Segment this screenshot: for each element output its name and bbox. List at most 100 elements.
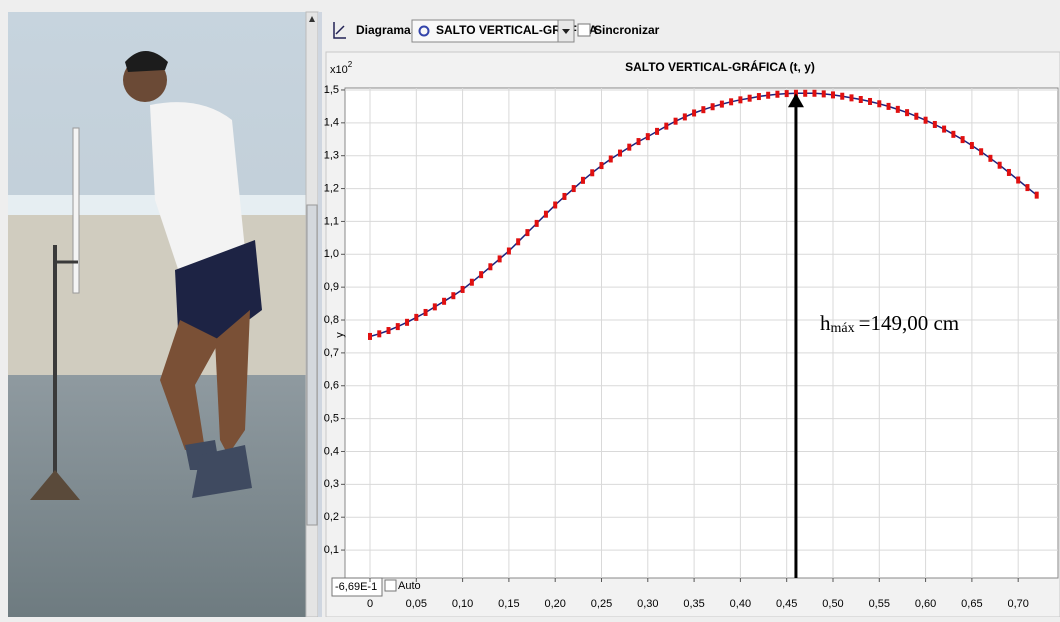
y-tick-label: 0,5	[324, 413, 339, 425]
data-point	[590, 169, 595, 177]
x-tick-label: 0,15	[498, 598, 519, 610]
data-point	[923, 116, 928, 124]
y-axis-label: y	[334, 332, 346, 338]
data-point	[608, 155, 613, 163]
data-point	[627, 143, 632, 151]
sync-checkbox[interactable]	[577, 23, 591, 37]
y-tick-label: 0,9	[324, 281, 339, 293]
data-point	[858, 96, 863, 104]
data-point	[840, 92, 845, 100]
data-point	[710, 103, 715, 111]
data-point	[451, 292, 456, 300]
track-icon	[418, 25, 430, 37]
data-point	[682, 113, 687, 121]
multiplier-exponent: 2	[348, 60, 353, 69]
y-tick-label: 1,2	[324, 182, 339, 194]
data-point	[562, 192, 567, 200]
data-point	[830, 91, 835, 99]
data-point	[849, 94, 854, 102]
data-point	[692, 109, 697, 117]
data-point	[395, 323, 400, 331]
x-tick-label: 0,40	[730, 598, 751, 610]
data-point	[784, 90, 789, 98]
chart-title: SALTO VERTICAL-GRÁFICA (t, y)	[625, 59, 815, 74]
plot: 0,1 0,2 0,3 0,4 0,5 0,6 0,7 0,8 0,9 1,0 1,1 1,2 1,3 1…	[324, 84, 1058, 610]
data-point	[1034, 191, 1039, 199]
x-tick-label: 0,20	[544, 598, 565, 610]
track-name: SALTO VERTICAL-GRÁFICA	[436, 22, 598, 37]
x-tick-label: 0,50	[822, 598, 843, 610]
auto-checkbox[interactable]	[384, 579, 397, 592]
data-point	[914, 112, 919, 120]
multiplier-base: x10	[330, 64, 348, 76]
max-arrow-head	[787, 93, 804, 108]
plot-area	[344, 87, 1059, 579]
data-point	[969, 142, 974, 150]
data-point	[525, 229, 530, 237]
min-field[interactable]	[331, 577, 383, 597]
data-point	[775, 90, 780, 98]
dropdown-arrow-icon	[562, 29, 570, 34]
diagrams-button[interactable]: Diagramas	[356, 23, 418, 37]
x-tick-label: 0,60	[915, 598, 936, 610]
data-point	[979, 148, 984, 156]
y-tick-label: 1,0	[324, 248, 339, 260]
data-point	[534, 219, 539, 227]
min-field-text: -6,69E-1	[335, 581, 377, 593]
data-point	[868, 97, 873, 105]
data-point	[405, 318, 410, 326]
auto-label: Auto	[398, 580, 421, 592]
y-tick-label: 0,1	[324, 544, 339, 556]
x-tick-label: 0,05	[406, 598, 427, 610]
data-point	[432, 303, 437, 311]
x-tick-label: 0,10	[452, 598, 473, 610]
data-point	[423, 308, 428, 316]
x-tick-label: 0,55	[869, 598, 890, 610]
y-tick-label: 0,6	[324, 380, 339, 392]
y-tick-label: 0,4	[324, 445, 339, 457]
data-point	[747, 94, 752, 102]
data-point	[553, 201, 558, 209]
data-point	[377, 330, 382, 338]
data-point	[645, 133, 650, 141]
y-tick-label: 0,2	[324, 511, 339, 523]
annotation-text: =149,00 cm	[859, 311, 960, 335]
data-point	[951, 130, 956, 138]
data-point	[497, 255, 502, 263]
data-point	[886, 102, 891, 110]
y-tick-label: 1,1	[324, 215, 339, 227]
data-point	[756, 93, 761, 101]
data-point	[988, 154, 993, 162]
annotation: hmáx =149,00 cm	[820, 311, 959, 336]
data-point	[664, 122, 669, 130]
x-tick-label: 0,45	[776, 598, 797, 610]
data-point	[821, 90, 826, 98]
data-point	[701, 106, 706, 114]
data-point	[571, 185, 576, 193]
data-point	[719, 100, 724, 108]
data-point	[905, 109, 910, 117]
data-point	[932, 120, 937, 128]
x-tick-label: 0,25	[591, 598, 612, 610]
data-point	[618, 149, 623, 157]
y-tick-label: 1,4	[324, 117, 339, 129]
data-point	[997, 161, 1002, 169]
y-tick-label: 0,3	[324, 478, 339, 490]
scrollbar[interactable]	[305, 11, 319, 618]
data-point	[655, 127, 660, 135]
annotation-symbol: h	[820, 311, 831, 335]
data-point	[1016, 176, 1021, 184]
data-point	[599, 162, 604, 170]
data-point	[738, 96, 743, 104]
data-point	[386, 327, 391, 335]
video-frame	[0, 0, 306, 617]
splitter[interactable]	[318, 12, 322, 617]
data-point	[442, 297, 447, 305]
data-point	[636, 138, 641, 146]
chart-icon	[333, 22, 346, 39]
x-tick-label: 0,65	[961, 598, 982, 610]
data-point	[1025, 184, 1030, 192]
data-point	[506, 247, 511, 255]
x-tick-label: 0,30	[637, 598, 658, 610]
